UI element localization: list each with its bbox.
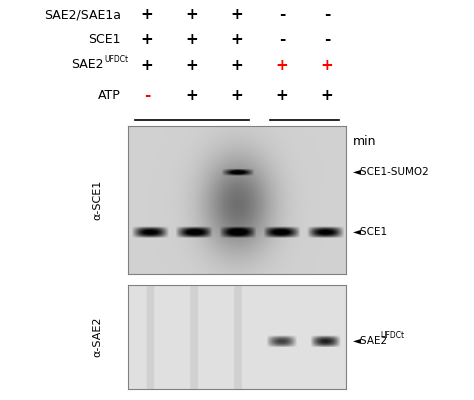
Text: +: + — [231, 88, 243, 103]
Text: +: + — [141, 58, 153, 73]
Text: 60: 60 — [229, 136, 245, 148]
Text: +: + — [276, 58, 288, 73]
Text: -: - — [279, 7, 285, 22]
Text: 0: 0 — [278, 136, 286, 148]
Text: -: - — [144, 88, 150, 103]
Text: SAE2/SAE1a: SAE2/SAE1a — [44, 8, 121, 21]
Text: +: + — [231, 58, 243, 73]
Text: -: - — [324, 7, 330, 22]
Text: SAE2: SAE2 — [71, 58, 103, 71]
Text: +: + — [186, 88, 198, 103]
Text: ◄SCE1: ◄SCE1 — [353, 227, 388, 237]
Text: -: - — [279, 32, 285, 46]
Text: +: + — [276, 88, 288, 103]
Text: ◄SCE1-SUMO2: ◄SCE1-SUMO2 — [353, 167, 430, 177]
Text: +: + — [186, 32, 198, 46]
Text: +: + — [231, 7, 243, 22]
Text: -: - — [324, 32, 330, 46]
Text: SCE1: SCE1 — [88, 32, 121, 46]
Text: 60: 60 — [139, 136, 155, 148]
Text: 0: 0 — [188, 136, 196, 148]
Text: UFDCt: UFDCt — [381, 332, 405, 340]
Text: min: min — [353, 136, 377, 148]
Text: +: + — [321, 88, 333, 103]
Text: +: + — [186, 7, 198, 22]
Text: 60: 60 — [319, 136, 335, 148]
Text: +: + — [141, 32, 153, 46]
Text: α-SCE1: α-SCE1 — [92, 180, 102, 220]
Text: +: + — [186, 58, 198, 73]
Text: UFDCt: UFDCt — [104, 55, 128, 64]
Text: ATP: ATP — [98, 89, 121, 102]
Text: ◄SAE2: ◄SAE2 — [353, 336, 388, 346]
Text: +: + — [231, 32, 243, 46]
Text: α-SAE2: α-SAE2 — [92, 316, 102, 357]
Text: +: + — [321, 58, 333, 73]
Text: +: + — [141, 7, 153, 22]
